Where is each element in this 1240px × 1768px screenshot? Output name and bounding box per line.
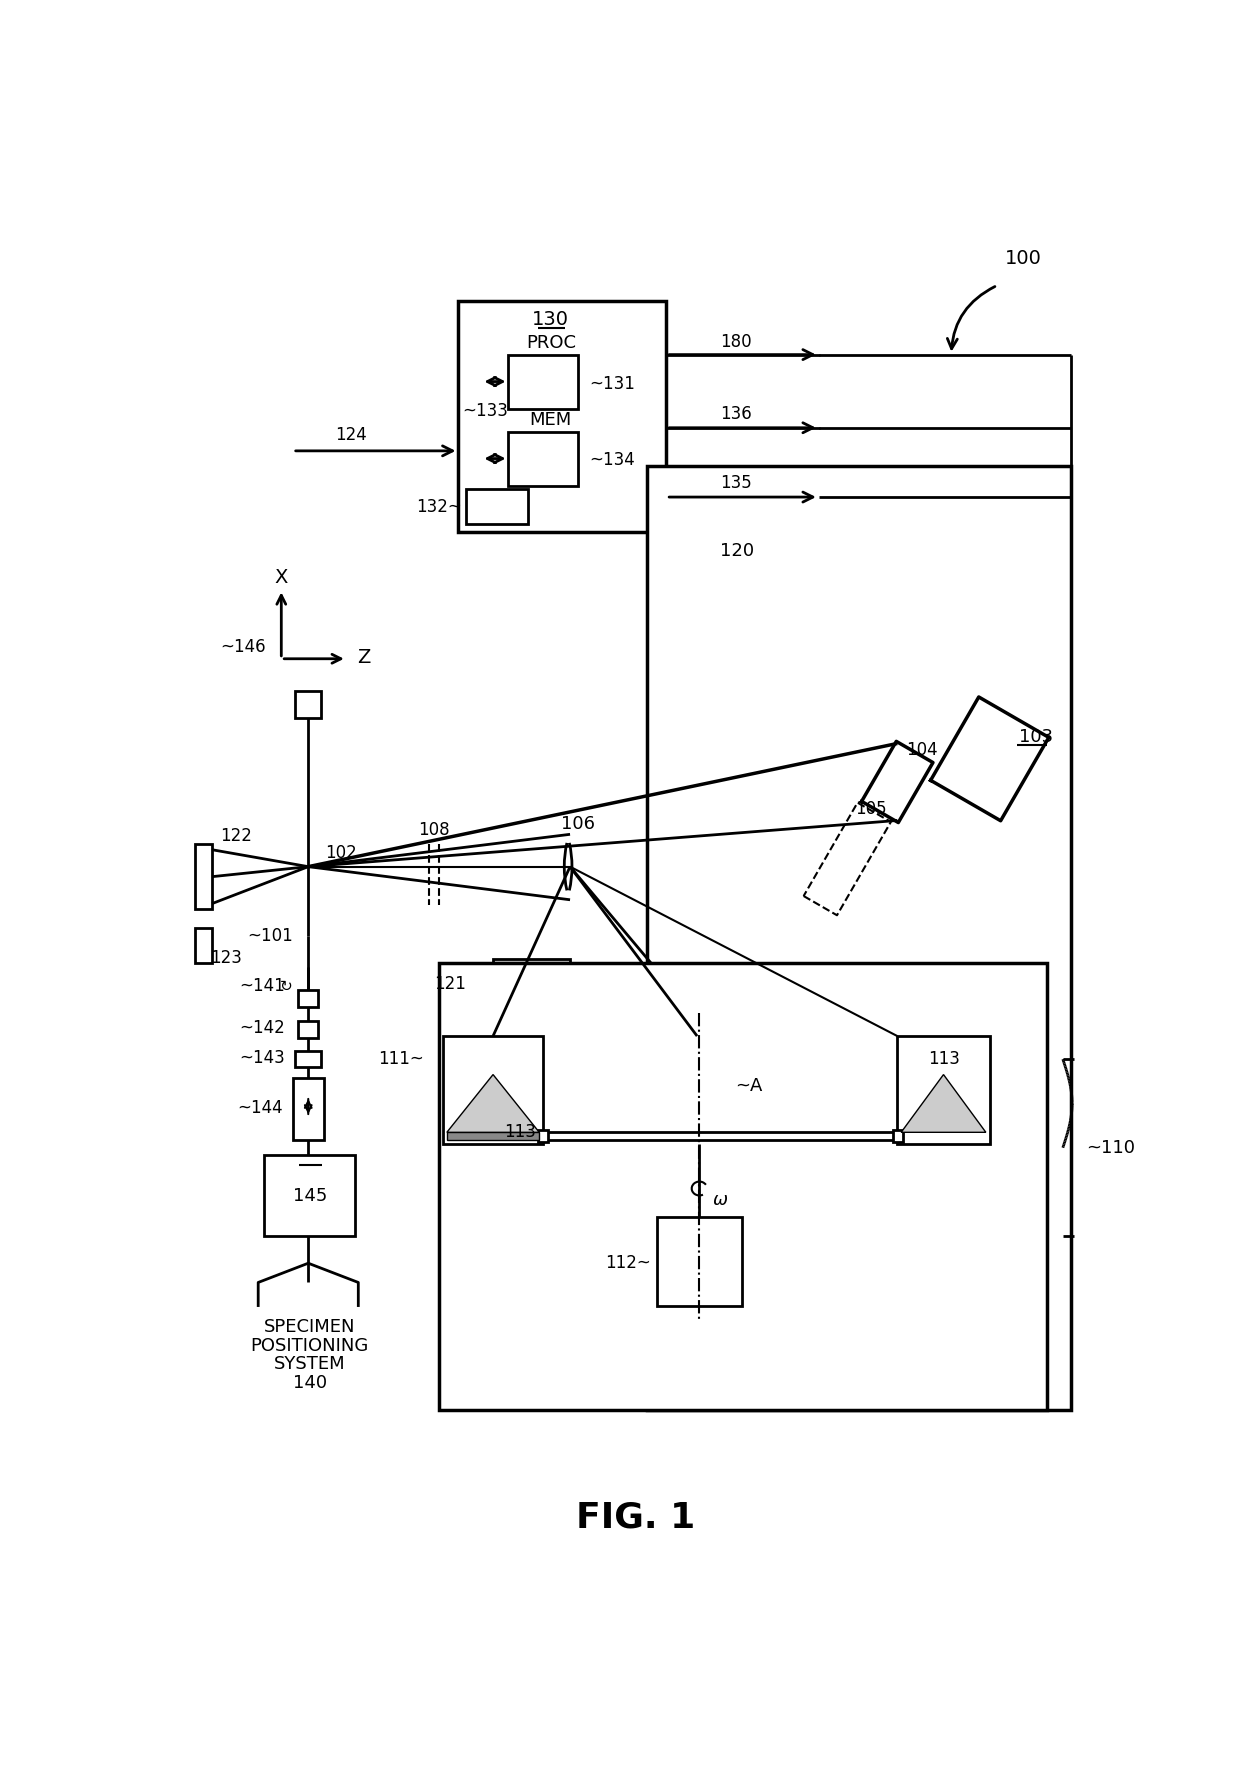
Text: FIG. 1: FIG. 1 [575,1501,696,1535]
Polygon shape [446,1075,539,1132]
Text: ~134: ~134 [589,451,635,469]
Text: 145: 145 [293,1188,327,1206]
Bar [459,301,666,532]
Bar [466,490,528,523]
Text: 100: 100 [1006,249,1042,269]
Text: ~144: ~144 [237,1098,283,1117]
Text: ~101: ~101 [247,926,293,944]
Text: 180: 180 [720,332,751,350]
Text: 113: 113 [505,1123,537,1142]
Text: 103: 103 [1019,728,1053,746]
Text: 111~: 111~ [378,1050,424,1068]
Text: PROC: PROC [526,334,575,352]
Polygon shape [901,1075,986,1132]
Text: 106: 106 [560,815,595,833]
Text: ~146: ~146 [221,638,265,656]
Text: 122: 122 [219,827,252,845]
Text: $\omega$: $\omega$ [713,1192,729,1209]
Text: SPECIMEN: SPECIMEN [264,1319,356,1337]
Text: ↻: ↻ [280,978,293,994]
Text: 113: 113 [928,1050,960,1068]
Bar [508,355,578,408]
Text: Z: Z [357,647,370,667]
Text: ~131: ~131 [589,375,635,392]
Bar [508,431,578,486]
Text: 132~: 132~ [417,499,463,516]
Bar [295,691,321,718]
Text: 124: 124 [335,426,367,444]
Text: 105: 105 [854,799,887,819]
Text: MEM: MEM [529,410,572,430]
Text: ~A: ~A [735,1077,763,1094]
Text: 102: 102 [325,843,357,861]
Text: 121: 121 [434,976,466,994]
Bar [898,1036,990,1144]
Text: 108: 108 [418,822,450,840]
Bar [264,1156,355,1236]
Text: POSITIONING: POSITIONING [250,1337,370,1354]
Text: SYSTEM: SYSTEM [274,1354,346,1374]
Bar [195,928,212,964]
Polygon shape [446,1132,539,1140]
Bar [894,1130,903,1142]
Bar [299,990,319,1006]
Text: ~142: ~142 [239,1018,285,1036]
Bar [538,1130,548,1142]
Bar [439,964,1048,1409]
Bar [293,1078,324,1140]
Text: ~141: ~141 [239,978,285,995]
Text: 123: 123 [211,948,242,967]
Text: ~133: ~133 [463,401,508,419]
Bar [443,1036,543,1144]
Bar [647,467,1070,1409]
Text: 130: 130 [532,311,569,329]
Text: ~143: ~143 [239,1048,285,1066]
Bar [299,1020,319,1038]
Text: 136: 136 [720,405,751,423]
Text: 112~: 112~ [605,1254,651,1273]
Text: ~110: ~110 [1086,1139,1135,1156]
Bar [195,843,212,909]
Text: 135: 135 [720,474,751,492]
Bar [295,1052,321,1066]
Text: 104: 104 [906,741,939,758]
Text: 120: 120 [720,543,754,560]
Text: 140: 140 [293,1374,327,1391]
Bar [494,958,570,967]
Text: X: X [274,568,288,587]
Bar [657,1216,742,1305]
